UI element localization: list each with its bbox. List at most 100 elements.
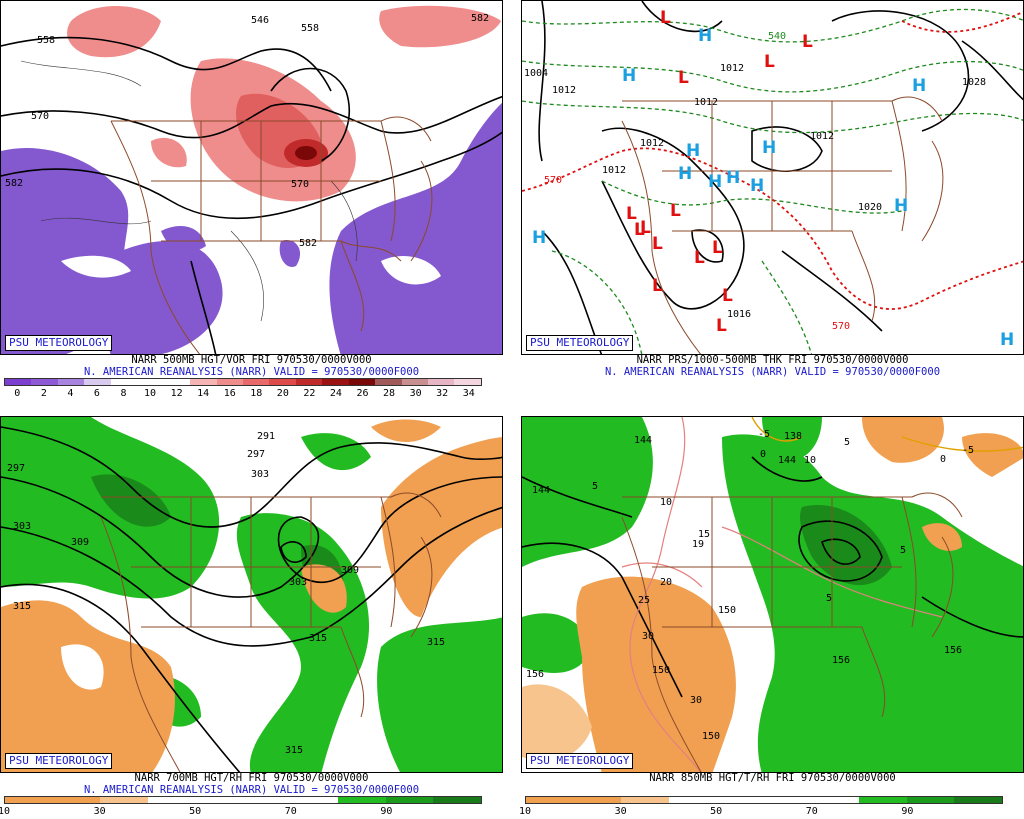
low-marker: L	[626, 204, 637, 224]
panel-pressure-thickness: 1004 1012 1012 1012 1012 1012 1016 1012 …	[521, 0, 1024, 404]
contour-label: 1028	[962, 77, 986, 88]
map-500mb-vorticity: 558 546 558 570 582 570 582 582 PSU METE…	[0, 0, 503, 355]
contour-label: 315	[427, 637, 445, 648]
contour-label: 570	[291, 179, 309, 190]
contour-label: 1016	[727, 309, 751, 320]
contour-label: 144	[634, 435, 652, 446]
colorbar-swatch	[5, 379, 32, 385]
colorbar-swatch	[668, 797, 717, 803]
contour-label: 582	[471, 13, 489, 24]
colorbar-swatch	[163, 379, 191, 385]
colorbar-swatch	[190, 379, 217, 385]
colorbar-swatch	[621, 797, 669, 803]
panel-title: NARR 850MB HGT/T/RH FRI 970530/0000V000	[649, 772, 896, 784]
psu-meteorology-badge: PSU METEOROLOGY	[5, 335, 113, 351]
colorbar-swatch	[954, 797, 1002, 803]
high-marker: H	[532, 228, 546, 248]
colorbar-swatch	[401, 379, 428, 385]
temperature-label: 5	[900, 545, 906, 556]
colorbar-swatch	[526, 797, 574, 803]
psu-meteorology-badge: PSU METEOROLOGY	[5, 753, 113, 769]
low-marker: L	[640, 218, 651, 238]
colorbar-tick-label: 30	[93, 806, 106, 817]
colorbar-swatch	[242, 379, 270, 385]
temperature-label: 10	[804, 455, 816, 466]
contour-label: 582	[299, 238, 317, 249]
panel-title: NARR PRS/1000-500MB THK FRI 970530/0000V…	[636, 354, 909, 366]
contour-label: 540	[768, 31, 786, 42]
temperature-label: -5	[962, 445, 974, 456]
low-pressure-markers: L L L L L L L L L L L L L L	[626, 8, 813, 336]
contour-label: 315	[285, 745, 303, 756]
colorbar-tick-label: 32	[436, 388, 449, 399]
contour-label: 558	[37, 35, 55, 46]
rh-colorbar	[525, 796, 1003, 804]
contour-label: 1012	[810, 131, 834, 142]
high-marker: H	[678, 164, 692, 184]
colorbar-tick-label: 24	[329, 388, 342, 399]
contour-label: 1012	[640, 138, 664, 149]
panel-title: NARR 500MB HGT/VOR FRI 970530/0000V000	[131, 354, 372, 366]
contour-label: 1012	[720, 63, 744, 74]
low-marker: L	[764, 52, 775, 72]
high-marker: H	[750, 176, 764, 196]
panel-850mb: 144 138 144 144 156 150 150 156 156 150 …	[518, 416, 1024, 819]
high-marker: H	[726, 168, 740, 188]
colorbar-swatch	[84, 379, 111, 385]
contour-label: 156	[944, 645, 962, 656]
contour-label: 1012	[694, 97, 718, 108]
high-marker: H	[894, 196, 908, 216]
panel-700mb: 297 291 297 303 303 309 303 309 315 315 …	[0, 416, 503, 819]
high-marker: H	[762, 138, 776, 158]
map-700mb-rh: 297 291 297 303 303 309 303 309 315 315 …	[0, 416, 503, 773]
contour-label: 558	[301, 23, 319, 34]
temperature-label: 5	[826, 593, 832, 604]
contour-label: 150	[718, 605, 736, 616]
temperature-label: 30	[642, 631, 654, 642]
colorbar-tick-label: 26	[356, 388, 369, 399]
colorbar-tick-label: 50	[189, 806, 202, 817]
colorbar-swatch	[348, 379, 376, 385]
colorbar-tick-label: 30	[409, 388, 422, 399]
colorbar-swatch	[573, 797, 622, 803]
contour-label: 297	[247, 449, 265, 460]
low-marker: L	[802, 32, 813, 52]
temperature-label: 10	[660, 497, 672, 508]
high-marker: H	[698, 26, 712, 46]
high-marker: H	[686, 141, 700, 161]
contour-label: 303	[289, 577, 307, 588]
contour-label: 582	[5, 178, 23, 189]
colorbar-swatch	[454, 379, 481, 385]
colorbar-tick-label: 14	[197, 388, 210, 399]
colorbar-swatch	[322, 379, 349, 385]
contour-label: 315	[309, 633, 327, 644]
colorbar-tick-label: 90	[380, 806, 393, 817]
colorbar-swatch	[906, 797, 955, 803]
psu-meteorology-badge: PSU METEOROLOGY	[526, 335, 634, 351]
temperature-label: 19	[692, 539, 704, 550]
contour-label: 156	[832, 655, 850, 666]
contour-label: 570	[832, 321, 850, 332]
high-marker: H	[622, 66, 636, 86]
colorbar-swatch	[811, 797, 860, 803]
contour-label: 1020	[858, 202, 882, 213]
colorbar-tick-label: 16	[223, 388, 236, 399]
colorbar-swatch	[52, 797, 101, 803]
colorbar-tick-label: 90	[901, 806, 914, 817]
contour-label: 297	[7, 463, 25, 474]
panel-title: NARR 700MB HGT/RH FRI 970530/0000V000	[134, 772, 369, 784]
panel-500mb: 558 546 558 570 582 570 582 582 PSU METE…	[0, 0, 503, 404]
colorbar-tick-label: 34	[462, 388, 475, 399]
high-pressure-markers: H H H H H H H H H H H H	[532, 26, 1014, 350]
contour-label: 156	[526, 669, 544, 680]
colorbar-tick-label: 10	[518, 806, 532, 817]
contour-label: 144	[778, 455, 796, 466]
colorbar-swatch	[716, 797, 764, 803]
low-marker: L	[652, 276, 663, 296]
low-marker: L	[652, 234, 663, 254]
map-pressure-thickness: 1004 1012 1012 1012 1012 1012 1016 1012 …	[521, 0, 1024, 355]
temperature-label: 0	[760, 449, 766, 460]
colorbar-swatch	[110, 379, 138, 385]
low-marker: L	[670, 201, 681, 221]
colorbar-tick-label: 18	[250, 388, 263, 399]
